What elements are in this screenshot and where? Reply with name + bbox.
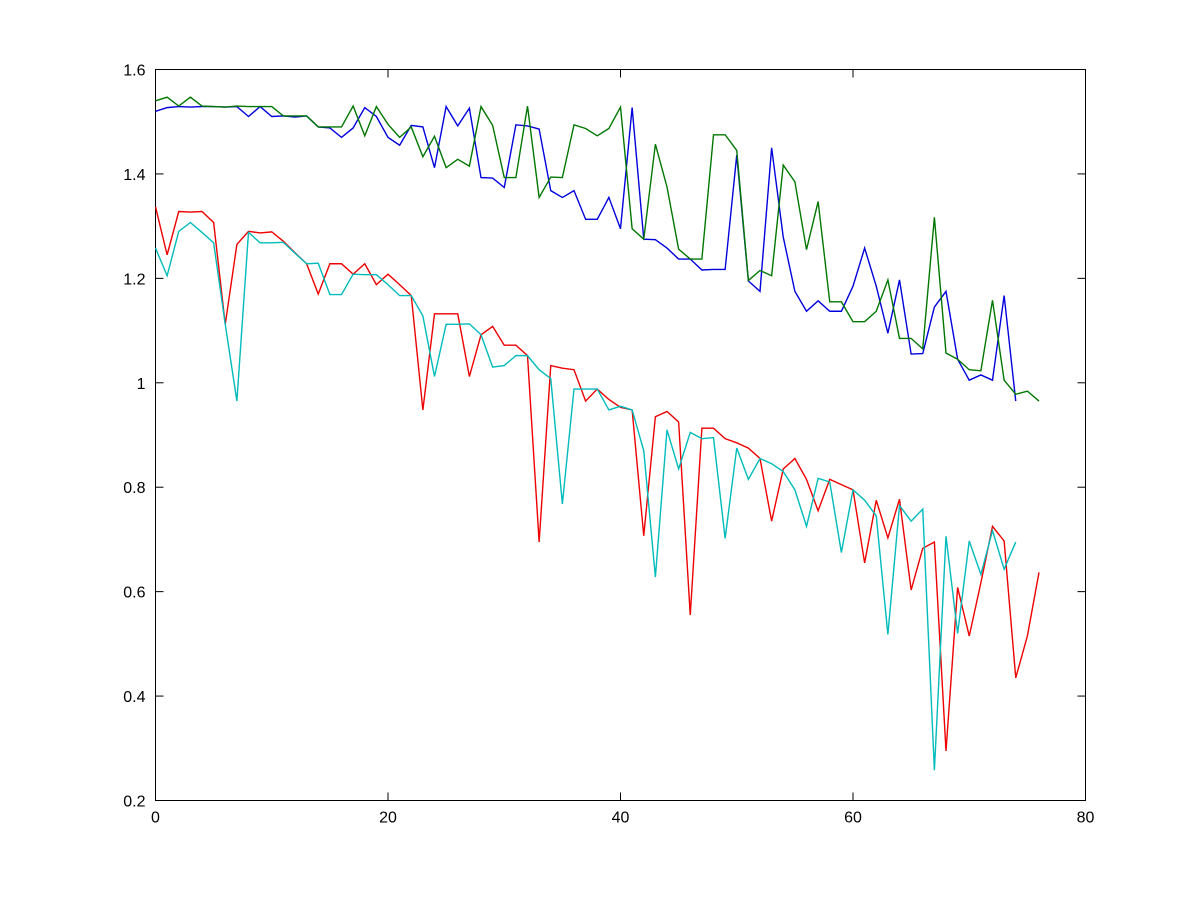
plot-frame	[155, 69, 1086, 801]
y-tick-label: 0.6	[123, 585, 145, 602]
x-tick-labels: 0 20 40 60 80	[151, 810, 1094, 827]
x-tick-label: 60	[844, 810, 862, 827]
y-tick-label: 1	[137, 376, 146, 393]
x-tick-label: 40	[612, 810, 630, 827]
series-line-3	[154, 206, 1040, 751]
y-tick-label: 1.2	[123, 271, 145, 288]
series-line-1	[155, 104, 1017, 402]
y-tick-label: 1.6	[123, 63, 145, 80]
y-tick-label: 0.4	[123, 689, 145, 706]
y-tick-label: 1.4	[123, 167, 145, 184]
series-line-4	[154, 221, 1017, 771]
series-line-2	[155, 96, 1040, 402]
x-tick-label: 20	[379, 810, 397, 827]
tick-group	[155, 69, 1086, 801]
y-tick-label: 0.2	[123, 794, 145, 811]
x-tick-label: 80	[1077, 810, 1095, 827]
x-tick-label: 0	[151, 810, 160, 827]
series-group	[154, 96, 1040, 771]
y-tick-labels: 0.2 0.4 0.6 0.8 1 1.2 1.4 1.6	[123, 63, 145, 811]
y-tick-label: 0.8	[123, 480, 145, 497]
